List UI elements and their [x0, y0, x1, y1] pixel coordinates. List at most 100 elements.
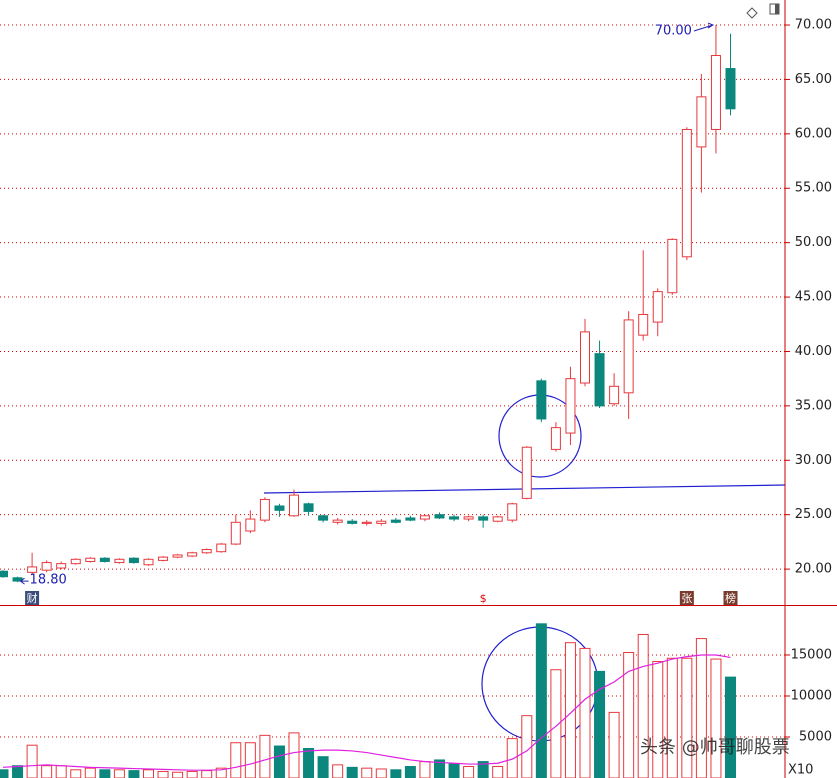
- candle-body: [652, 291, 663, 323]
- volume-bar: [492, 766, 504, 778]
- candle-body: [56, 563, 67, 569]
- event-marker: [476, 591, 491, 605]
- event-label: 财: [27, 591, 38, 605]
- candle-body: [347, 520, 358, 524]
- candle-body: [230, 521, 241, 545]
- candle-body: [201, 549, 212, 554]
- candle-body: [187, 552, 198, 557]
- candle-body: [303, 503, 314, 512]
- candle-body: [128, 557, 139, 564]
- annotation-arrow: [693, 22, 715, 32]
- plot: 20.00 25.00 30.00 35.00 40.00 45.00 50.00 55.00…: [0, 18, 832, 778]
- event-marker: [25, 591, 40, 605]
- candle-body: [41, 562, 52, 571]
- candle-body: [565, 378, 576, 434]
- volume-bar: [550, 669, 562, 778]
- candle-body: [507, 503, 518, 521]
- candle-body: [725, 68, 736, 110]
- icon[interactable]: [775, 4, 779, 14]
- volume-bar: [12, 765, 24, 778]
- unit-label: X10: [788, 763, 813, 778]
- candle-body: [376, 520, 387, 524]
- moving-average: [2, 654, 731, 771]
- y-tick-label: 30.00: [795, 453, 832, 468]
- volume-bar: [608, 711, 620, 778]
- volume-bar: [303, 747, 315, 778]
- volume-bar: [623, 652, 635, 778]
- candle-body: [361, 521, 372, 524]
- candle-body: [259, 498, 270, 521]
- volume-bar: [361, 767, 373, 778]
- candle-body: [638, 313, 649, 336]
- volume-bar: [259, 734, 271, 778]
- candle-body: [594, 353, 605, 407]
- volume-bar: [99, 769, 111, 778]
- candle-body: [70, 558, 81, 565]
- candle-body: [536, 380, 547, 420]
- candle-body: [143, 558, 154, 566]
- candle-body: [318, 515, 329, 521]
- candle-body: [419, 515, 430, 520]
- icon[interactable]: [746, 7, 758, 19]
- y-tick-label: 10000: [791, 688, 832, 703]
- volume-bar: [186, 770, 198, 778]
- y-tick-label: 15000: [791, 647, 832, 662]
- y-tick-label: 40.00: [795, 344, 832, 359]
- candle-body: [449, 516, 460, 520]
- volume-bar: [695, 638, 707, 778]
- event-label: 榜: [725, 591, 736, 605]
- candle-body: [405, 517, 416, 521]
- annotation-arrow: [19, 577, 29, 585]
- volume-bar: [448, 763, 460, 778]
- volume-bar: [332, 764, 344, 778]
- candle-body: [172, 554, 183, 558]
- volume-bar: [288, 732, 300, 778]
- candle-body: [667, 238, 678, 294]
- volume-bar: [390, 769, 402, 778]
- candle-body: [434, 514, 445, 519]
- y-tick-label: 70.00: [795, 18, 832, 33]
- candle-body: [85, 557, 96, 562]
- volume-bar: [157, 770, 169, 778]
- volume-bar: [666, 657, 678, 778]
- event-label: 张: [681, 592, 692, 605]
- annotation: 18.80: [30, 573, 67, 588]
- y-tick-label: 35.00: [795, 398, 832, 413]
- y-tick-label: 20.00: [795, 562, 832, 577]
- volume-bar: [201, 770, 213, 778]
- y-tick-label: 50.00: [795, 235, 832, 250]
- volume-bar: [652, 661, 664, 778]
- candle-body: [245, 518, 256, 532]
- event-marker: [679, 591, 694, 605]
- volume-bar: [143, 769, 154, 778]
- volume-bar: [725, 676, 736, 778]
- volume-bar: [273, 745, 285, 778]
- y-tick-label: 65.00: [795, 72, 832, 87]
- candle-body: [681, 128, 692, 258]
- volume-bar: [41, 765, 53, 778]
- volume-bar: [0, 769, 9, 778]
- volume-bar: [84, 767, 96, 778]
- volume-bar: [419, 761, 431, 778]
- y-tick-label: 60.00: [795, 126, 832, 141]
- watermark: 头条 @帅哥聊股票: [640, 737, 790, 758]
- candle-body: [623, 319, 634, 394]
- candle-body: [696, 96, 707, 148]
- candle-body: [289, 494, 299, 517]
- volume-bar: [317, 756, 329, 778]
- volume-bar: [681, 657, 693, 778]
- candle-body: [492, 516, 503, 522]
- event-label: $: [480, 592, 487, 605]
- candle-body: [710, 54, 721, 130]
- candle-body: [580, 331, 590, 384]
- candle-body: [609, 385, 620, 405]
- volume-bar: [70, 769, 82, 778]
- candle-body: [478, 516, 489, 521]
- volume-bar: [521, 715, 533, 778]
- volume-bar: [506, 738, 518, 778]
- event-marker: [723, 591, 738, 605]
- volume-bar: [710, 658, 722, 778]
- y-tick-label: 5000: [799, 729, 832, 744]
- candle-body: [99, 557, 110, 562]
